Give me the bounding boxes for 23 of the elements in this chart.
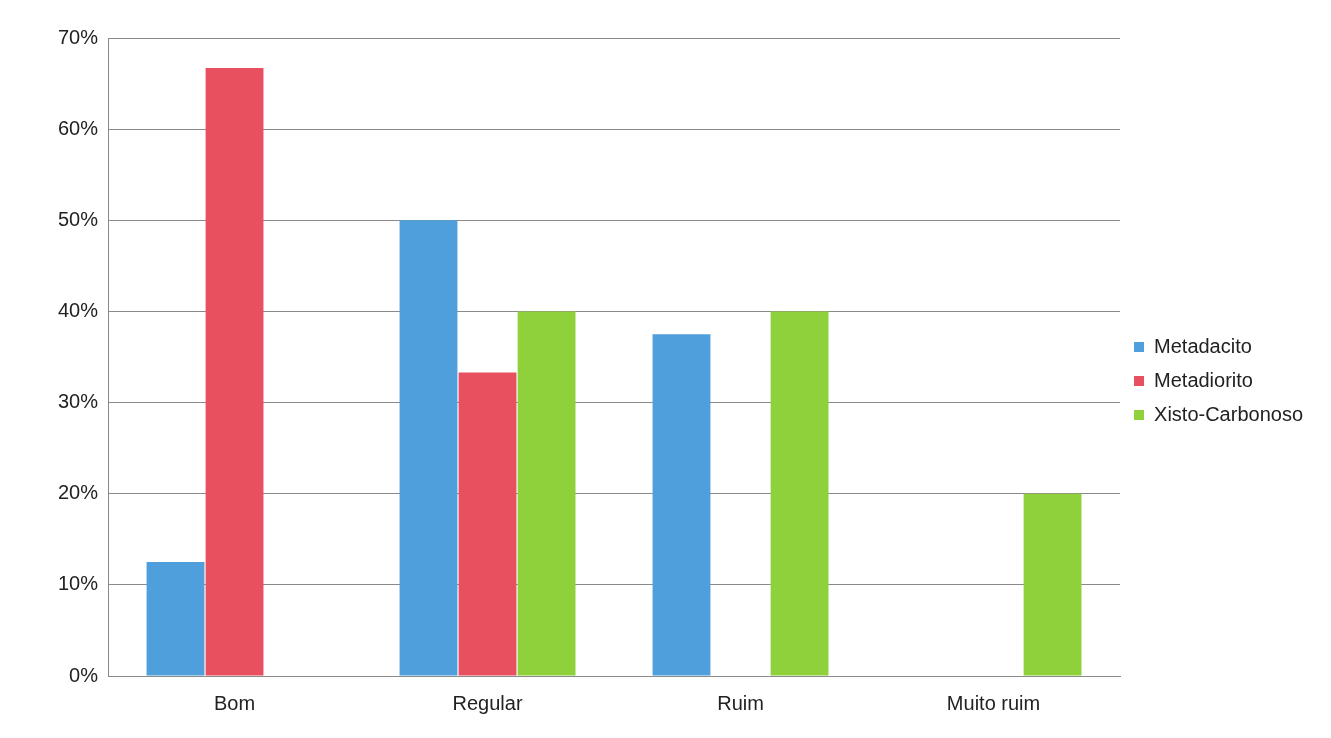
y-tick-label: 20% — [58, 481, 99, 504]
bar — [652, 334, 711, 676]
y-tick-label: 0% — [69, 663, 99, 686]
x-tick-label: Muito ruim — [946, 691, 1041, 714]
legend-label: Xisto-Carbonoso — [1154, 402, 1303, 425]
bar — [1023, 493, 1082, 676]
legend-label: Metadiorito — [1154, 368, 1253, 391]
bar — [399, 220, 458, 676]
y-tick-label: 70% — [58, 25, 99, 48]
bar — [458, 372, 517, 676]
bar — [770, 311, 829, 676]
y-tick-label: 50% — [58, 207, 99, 230]
y-tick-label: 40% — [58, 298, 99, 321]
bar — [146, 562, 205, 676]
y-tick-label: 10% — [58, 572, 99, 595]
y-tick-label: 60% — [58, 116, 99, 139]
y-tick-label: 30% — [58, 390, 99, 413]
x-tick-label: Ruim — [717, 691, 764, 714]
bar — [205, 68, 264, 676]
x-tick-label: Bom — [213, 691, 256, 714]
x-tick-label: Regular — [452, 691, 523, 714]
legend-label: Metadacito — [1154, 334, 1252, 357]
bar — [517, 311, 576, 676]
